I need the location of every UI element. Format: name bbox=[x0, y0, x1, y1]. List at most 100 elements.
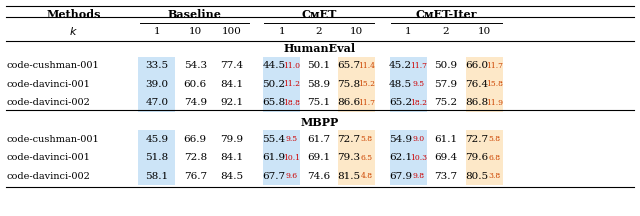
Bar bbox=[263, 93, 300, 112]
Bar bbox=[138, 93, 175, 112]
Text: 72.7: 72.7 bbox=[337, 135, 360, 144]
Text: 11.2: 11.2 bbox=[284, 80, 300, 88]
Text: CᴍET: CᴍET bbox=[301, 9, 337, 19]
Text: 74.9: 74.9 bbox=[184, 98, 207, 107]
Text: 45.2: 45.2 bbox=[389, 61, 412, 70]
Text: 11.0: 11.0 bbox=[284, 62, 300, 70]
Text: 51.8: 51.8 bbox=[145, 153, 168, 162]
Text: 66.9: 66.9 bbox=[184, 135, 207, 144]
Text: 86.6: 86.6 bbox=[337, 98, 360, 107]
Text: 79.9: 79.9 bbox=[220, 135, 243, 144]
Text: 74.6: 74.6 bbox=[307, 172, 330, 181]
Bar bbox=[338, 149, 375, 167]
Text: 65.8: 65.8 bbox=[262, 98, 285, 107]
Text: 81.5: 81.5 bbox=[337, 172, 360, 181]
Text: 75.1: 75.1 bbox=[307, 98, 330, 107]
Text: 84.1: 84.1 bbox=[220, 153, 243, 162]
Bar bbox=[338, 75, 375, 93]
Text: 61.1: 61.1 bbox=[435, 135, 458, 144]
Text: 9.5: 9.5 bbox=[413, 80, 424, 88]
Text: 58.9: 58.9 bbox=[307, 80, 330, 89]
Text: 50.1: 50.1 bbox=[307, 61, 330, 70]
Text: 1: 1 bbox=[154, 27, 160, 36]
Text: 6.5: 6.5 bbox=[361, 154, 372, 162]
Text: 10: 10 bbox=[478, 27, 491, 36]
Bar bbox=[138, 130, 175, 149]
Bar bbox=[263, 75, 300, 93]
Bar bbox=[390, 57, 427, 75]
Text: 3.8: 3.8 bbox=[488, 172, 501, 180]
Text: code-davinci-001: code-davinci-001 bbox=[6, 80, 90, 89]
Text: 10: 10 bbox=[350, 27, 363, 36]
Text: 11.7: 11.7 bbox=[486, 62, 503, 70]
Text: 60.6: 60.6 bbox=[184, 80, 207, 89]
Bar bbox=[466, 57, 503, 75]
Text: 15.2: 15.2 bbox=[358, 80, 375, 88]
Text: 1: 1 bbox=[405, 27, 412, 36]
Text: 48.5: 48.5 bbox=[389, 80, 412, 89]
Text: 62.1: 62.1 bbox=[389, 153, 412, 162]
Text: CᴍET-Iter: CᴍET-Iter bbox=[415, 9, 477, 19]
Text: 92.1: 92.1 bbox=[220, 98, 243, 107]
Text: 1: 1 bbox=[278, 27, 285, 36]
Text: 50.9: 50.9 bbox=[435, 61, 458, 70]
Bar bbox=[338, 93, 375, 112]
Text: 5.8: 5.8 bbox=[361, 135, 372, 143]
Bar bbox=[338, 130, 375, 149]
Bar bbox=[338, 57, 375, 75]
Text: Methods: Methods bbox=[46, 9, 101, 19]
Text: 67.9: 67.9 bbox=[389, 172, 412, 181]
Text: 55.4: 55.4 bbox=[262, 135, 285, 144]
Bar bbox=[138, 167, 175, 185]
Text: 58.1: 58.1 bbox=[145, 172, 168, 181]
Text: 61.9: 61.9 bbox=[262, 153, 285, 162]
Text: 10: 10 bbox=[189, 27, 202, 36]
Text: 65.7: 65.7 bbox=[337, 61, 360, 70]
Bar bbox=[263, 130, 300, 149]
Text: 18.8: 18.8 bbox=[284, 98, 300, 107]
Text: 33.5: 33.5 bbox=[145, 61, 168, 70]
Text: MBPP: MBPP bbox=[301, 117, 339, 127]
Bar bbox=[263, 167, 300, 185]
Text: 47.0: 47.0 bbox=[145, 98, 168, 107]
Text: 39.0: 39.0 bbox=[145, 80, 168, 89]
Text: 75.2: 75.2 bbox=[435, 98, 458, 107]
Text: 15.8: 15.8 bbox=[486, 80, 503, 88]
Text: code-cushman-001: code-cushman-001 bbox=[6, 135, 99, 144]
Bar bbox=[466, 167, 503, 185]
Text: 9.0: 9.0 bbox=[413, 135, 424, 143]
Text: 11.7: 11.7 bbox=[410, 62, 427, 70]
Text: 10.1: 10.1 bbox=[284, 154, 300, 162]
Bar bbox=[466, 75, 503, 93]
Text: code-cushman-001: code-cushman-001 bbox=[6, 61, 99, 70]
Bar bbox=[390, 167, 427, 185]
Text: 6.8: 6.8 bbox=[489, 154, 500, 162]
Text: 84.5: 84.5 bbox=[220, 172, 243, 181]
Text: 9.8: 9.8 bbox=[413, 172, 424, 180]
Text: 66.0: 66.0 bbox=[465, 61, 488, 70]
Text: 86.8: 86.8 bbox=[465, 98, 488, 107]
Text: 79.3: 79.3 bbox=[337, 153, 360, 162]
Text: 11.7: 11.7 bbox=[358, 98, 375, 107]
Text: 44.5: 44.5 bbox=[262, 61, 285, 70]
Bar bbox=[338, 167, 375, 185]
Text: code-davinci-002: code-davinci-002 bbox=[6, 172, 90, 181]
Text: 80.5: 80.5 bbox=[465, 172, 488, 181]
Text: 9.5: 9.5 bbox=[286, 135, 298, 143]
Text: 61.7: 61.7 bbox=[307, 135, 330, 144]
Text: $k$: $k$ bbox=[69, 25, 78, 37]
Text: 75.8: 75.8 bbox=[337, 80, 360, 89]
Text: 76.7: 76.7 bbox=[184, 172, 207, 181]
Text: 76.4: 76.4 bbox=[465, 80, 488, 89]
Text: 69.4: 69.4 bbox=[435, 153, 458, 162]
Text: 11.9: 11.9 bbox=[486, 98, 503, 107]
Text: 54.9: 54.9 bbox=[389, 135, 412, 144]
Text: 11.4: 11.4 bbox=[358, 62, 375, 70]
Bar bbox=[390, 149, 427, 167]
Bar bbox=[390, 75, 427, 93]
Text: 2: 2 bbox=[316, 27, 322, 36]
Text: 2: 2 bbox=[443, 27, 449, 36]
Text: 72.8: 72.8 bbox=[184, 153, 207, 162]
Bar bbox=[466, 130, 503, 149]
Text: 18.2: 18.2 bbox=[410, 98, 427, 107]
